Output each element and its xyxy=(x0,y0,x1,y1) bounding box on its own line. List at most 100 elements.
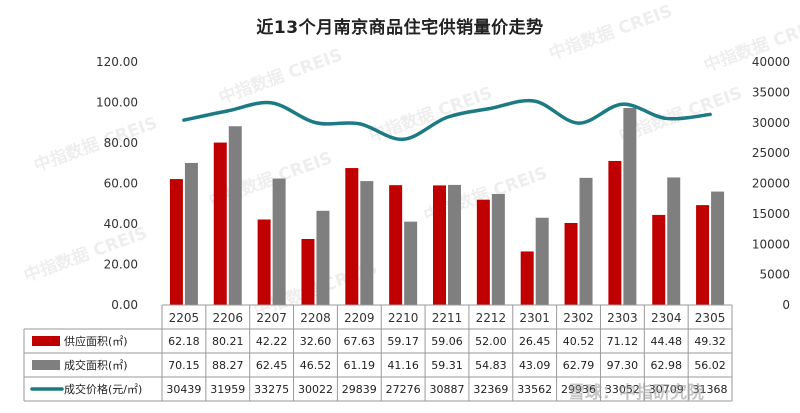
data-label: 88.27 xyxy=(212,359,244,372)
data-label: 62.18 xyxy=(168,335,200,348)
transaction-bar xyxy=(272,178,286,305)
data-label: 30022 xyxy=(298,383,333,396)
x-category-label: 2305 xyxy=(695,311,726,325)
supply-bar xyxy=(476,199,490,305)
data-label: 32.60 xyxy=(300,335,332,348)
data-label: 29936 xyxy=(561,383,596,396)
data-label: 32369 xyxy=(473,383,508,396)
x-category-label: 2208 xyxy=(300,311,331,325)
transaction-bar xyxy=(535,217,549,305)
data-label: 33275 xyxy=(254,383,289,396)
data-label: 30439 xyxy=(166,383,201,396)
y-left-tick-label: 0.00 xyxy=(111,298,138,312)
x-category-label: 2210 xyxy=(388,311,419,325)
data-label: 33562 xyxy=(517,383,552,396)
y-left-tick-label: 20.00 xyxy=(104,258,138,272)
supply-bar xyxy=(696,205,710,305)
data-label: 62.79 xyxy=(563,359,595,372)
data-label: 26.45 xyxy=(519,335,551,348)
transaction-bar xyxy=(184,162,198,305)
y-left-tick-label: 120.00 xyxy=(96,55,138,69)
x-category-label: 2209 xyxy=(344,311,375,325)
x-category-label: 2301 xyxy=(519,311,550,325)
supply-bar xyxy=(169,179,183,305)
supply-bar xyxy=(257,219,271,305)
x-category-label: 2302 xyxy=(563,311,594,325)
chart-title: 近13个月南京商品住宅供销量价走势 xyxy=(256,18,544,38)
y-right-tick-label: 5000 xyxy=(759,268,790,282)
data-label: 59.31 xyxy=(431,359,463,372)
data-label: 67.63 xyxy=(344,335,376,348)
x-category-label: 2207 xyxy=(256,311,287,325)
price-line xyxy=(182,98,712,142)
supply-bar xyxy=(213,142,227,305)
x-category-label: 2206 xyxy=(212,311,243,325)
transaction-bar xyxy=(448,184,461,305)
data-label: 70.15 xyxy=(168,359,200,372)
data-label: 41.16 xyxy=(387,359,419,372)
transaction-bar xyxy=(360,181,374,305)
y-right-tick-label: 10000 xyxy=(752,237,790,251)
data-label: 44.48 xyxy=(650,335,682,348)
data-label: 97.30 xyxy=(607,359,639,372)
x-category-label: 2303 xyxy=(607,311,638,325)
transaction-bar xyxy=(711,191,725,305)
y-right-tick-label: 40000 xyxy=(752,55,790,69)
data-label: 52.00 xyxy=(475,335,507,348)
data-label: 62.45 xyxy=(256,359,288,372)
data-label: 31368 xyxy=(693,383,728,396)
data-label: 56.02 xyxy=(694,359,726,372)
data-label: 30887 xyxy=(430,383,465,396)
data-label: 31959 xyxy=(210,383,245,396)
x-category-label: 2211 xyxy=(432,311,463,325)
transaction-bar xyxy=(667,177,681,305)
x-category-label: 2304 xyxy=(651,311,682,325)
data-label: 59.06 xyxy=(431,335,463,348)
data-label: 71.12 xyxy=(607,335,639,348)
data-label: 42.22 xyxy=(256,335,288,348)
supply-bar xyxy=(433,185,446,305)
y-left-tick-label: 100.00 xyxy=(96,96,138,110)
y-right-tick-label: 0 xyxy=(782,298,790,312)
legend-transaction-area: 成交面积(㎡) xyxy=(64,358,128,372)
y-right-tick-label: 35000 xyxy=(752,85,790,99)
supply-bar xyxy=(652,214,666,305)
supply-bar xyxy=(389,185,403,305)
transaction-bar xyxy=(579,177,593,305)
supply-bar xyxy=(520,251,534,305)
data-label: 40.52 xyxy=(563,335,595,348)
transaction-bar xyxy=(491,193,505,305)
footer-brand: 雪球：中指研究院 xyxy=(568,382,704,403)
transaction-bar xyxy=(228,126,242,305)
data-label: 61.19 xyxy=(344,359,376,372)
x-category-label: 2212 xyxy=(476,311,507,325)
y-right-tick-label: 25000 xyxy=(752,146,790,160)
transaction-bar xyxy=(623,107,637,305)
data-label: 62.98 xyxy=(650,359,682,372)
supply-bar xyxy=(564,222,578,305)
legend-transaction-price: 成交价格(元/㎡) xyxy=(64,382,142,396)
legend-supply-area: 供应面积(㎡) xyxy=(64,334,128,348)
supply-bar xyxy=(608,160,622,305)
y-left-tick-label: 40.00 xyxy=(104,217,138,231)
data-label: 80.21 xyxy=(212,335,244,348)
transaction-bar xyxy=(404,221,418,305)
data-label: 46.52 xyxy=(300,359,332,372)
supply-bar xyxy=(345,168,359,305)
data-label: 49.32 xyxy=(694,335,726,348)
data-label: 30709 xyxy=(649,383,684,396)
y-left-tick-label: 80.00 xyxy=(104,136,138,150)
supply-bar xyxy=(301,238,315,305)
data-label: 27276 xyxy=(386,383,421,396)
y-right-tick-label: 15000 xyxy=(752,207,790,221)
legend-supply-area-swatch xyxy=(32,336,60,346)
data-label: 54.83 xyxy=(475,359,507,372)
legend-transaction-area-swatch xyxy=(32,360,60,370)
data-label: 29839 xyxy=(342,383,377,396)
data-label: 59.17 xyxy=(387,335,419,348)
x-category-label: 2205 xyxy=(169,311,200,325)
y-right-tick-label: 30000 xyxy=(752,116,790,130)
transaction-bar xyxy=(316,210,330,305)
data-label: 43.09 xyxy=(519,359,551,372)
